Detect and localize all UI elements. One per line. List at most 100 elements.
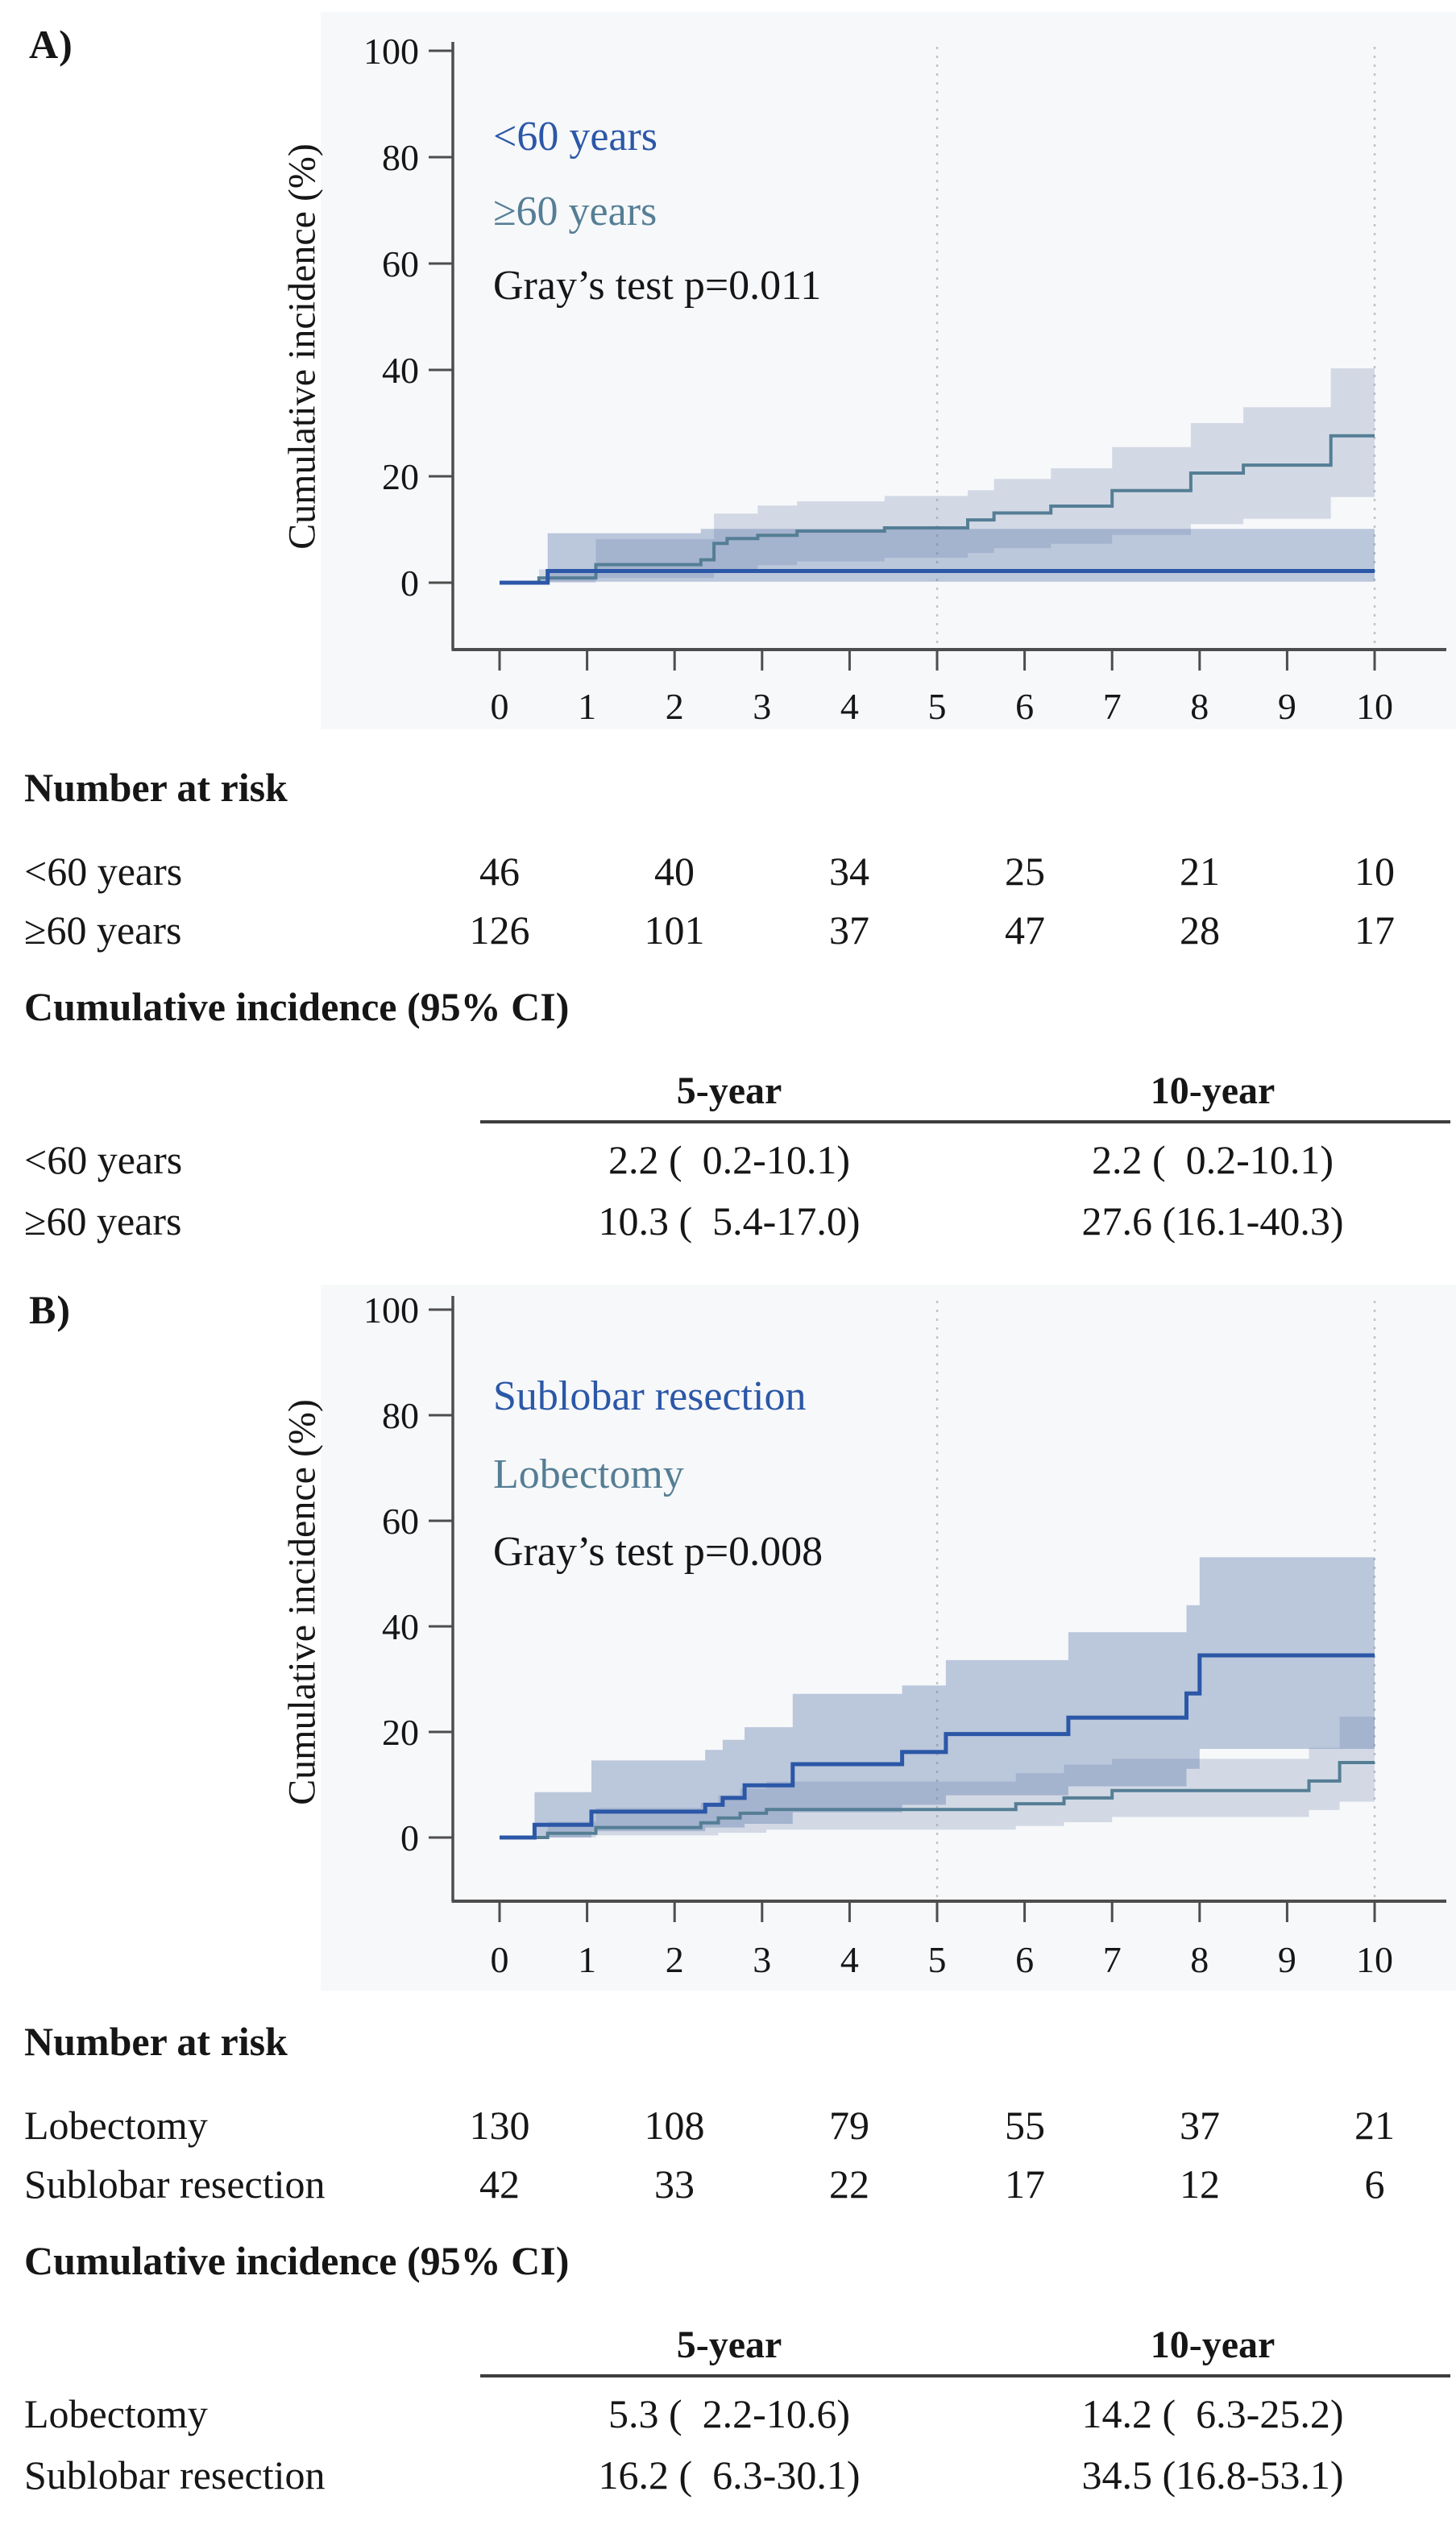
x-tick-label: 2 xyxy=(666,1939,684,1980)
x-tick-label: 3 xyxy=(753,1939,771,1980)
panel-a-ci-table-title: Cumulative incidence (95% CI) xyxy=(24,984,570,1029)
panel-b-ci-row-2: Sublobar resection 16.2 ( 6.3-30.1) 34.5… xyxy=(0,2452,1456,2502)
at-risk-row-label: Sublobar resection xyxy=(24,2161,326,2207)
x-tick-label: 10 xyxy=(1356,686,1393,727)
panel-a-ci-row-2: ≥60 years 10.3 ( 5.4-17.0) 27.6 (16.1-40… xyxy=(0,1198,1456,1248)
at-risk-value: 34 xyxy=(829,849,869,894)
panel-b-at-risk-row-1: Lobectomy 130 108 79 55 37 21 xyxy=(0,2102,1456,2152)
x-tick-label: 4 xyxy=(840,686,859,727)
at-risk-value: 12 xyxy=(1180,2161,1220,2207)
table-rule xyxy=(480,1120,1450,1123)
x-tick-label: 9 xyxy=(1278,686,1296,727)
ci-value: 10.3 ( 5.4-17.0) xyxy=(598,1198,861,1244)
x-tick-label: 8 xyxy=(1190,1939,1209,1980)
x-tick-label: 7 xyxy=(1103,1939,1122,1980)
y-tick-label: 20 xyxy=(382,456,419,497)
y-tick-label: 40 xyxy=(382,1606,419,1647)
panel-b-y-axis-title: Cumulative incidence (%) xyxy=(280,1399,324,1805)
at-risk-row-label: ≥60 years xyxy=(24,907,182,953)
at-risk-value: 17 xyxy=(1354,907,1395,953)
panel-a-at-risk-row-1: <60 years 46 40 34 25 21 10 xyxy=(0,848,1456,898)
panel-a-letter: A) xyxy=(29,22,73,67)
panel-b-number-at-risk-title: Number at risk xyxy=(24,2019,288,2064)
at-risk-value: 17 xyxy=(1005,2161,1045,2207)
at-risk-value: 130 xyxy=(469,2103,530,2148)
x-tick-label: 6 xyxy=(1015,686,1034,727)
chart-panel-a: 0 20 40 60 80 100 0 1 2 3 4 5 6 7 8 9 10 xyxy=(321,12,1456,729)
at-risk-value: 25 xyxy=(1005,849,1045,894)
ci-value: 2.2 ( 0.2-10.1) xyxy=(608,1137,850,1182)
series-line-≥60 years xyxy=(500,434,1375,584)
x-tick-label: 6 xyxy=(1015,1939,1034,1980)
x-tick-label: 2 xyxy=(666,686,684,727)
y-tick-label: 20 xyxy=(382,1712,419,1753)
ci-band-Sublobar resection xyxy=(534,1557,1375,1838)
ci-row-label: Sublobar resection xyxy=(24,2452,326,2498)
y-tick-label: 80 xyxy=(382,137,419,178)
x-tick-label: 5 xyxy=(928,1939,947,1980)
x-tick-label: 9 xyxy=(1278,1939,1296,1980)
ci-value: 27.6 (16.1-40.3) xyxy=(1081,1198,1344,1244)
at-risk-value: 22 xyxy=(829,2161,869,2207)
ci-value: 16.2 ( 6.3-30.1) xyxy=(598,2452,861,2498)
at-risk-value: 37 xyxy=(1180,2103,1220,2148)
panel-b-grays-test-annotation: Gray’s test p=0.008 xyxy=(493,1529,823,1575)
series-line-Lobectomy xyxy=(500,1761,1375,1839)
at-risk-value: 126 xyxy=(469,907,530,953)
x-tick-label: 0 xyxy=(491,1939,509,1980)
ci-band-Lobectomy xyxy=(547,1717,1375,1838)
at-risk-value: 37 xyxy=(829,907,869,953)
panel-a-legend-series2: ≥60 years xyxy=(493,189,657,235)
panel-b-ci-row-1: Lobectomy 5.3 ( 2.2-10.6) 14.2 ( 6.3-25.… xyxy=(0,2390,1456,2440)
panel-a-legend-series1: <60 years xyxy=(493,114,658,160)
ci-value: 2.2 ( 0.2-10.1) xyxy=(1092,1137,1334,1182)
ci-column-header-10-year: 10-year xyxy=(1150,2323,1276,2366)
panel-a-number-at-risk-title: Number at risk xyxy=(24,765,288,810)
panel-a-ci-row-1: <60 years 2.2 ( 0.2-10.1) 2.2 ( 0.2-10.1… xyxy=(0,1136,1456,1186)
x-tick-label: 5 xyxy=(928,686,947,727)
series-line-<60 years xyxy=(500,569,1375,585)
at-risk-value: 47 xyxy=(1005,907,1045,953)
series-line-Sublobar resection xyxy=(500,1653,1375,1840)
panel-b-legend-series1: Sublobar resection xyxy=(493,1373,807,1419)
panel-b-ci-table-title: Cumulative incidence (95% CI) xyxy=(24,2238,570,2283)
panel-a-grays-test-annotation: Gray’s test p=0.011 xyxy=(493,263,822,309)
at-risk-value: 6 xyxy=(1364,2161,1385,2207)
plot-background xyxy=(321,12,1456,729)
ci-band-<60 years xyxy=(547,529,1375,582)
ci-column-header-10-year: 10-year xyxy=(1150,1069,1276,1112)
at-risk-value: 101 xyxy=(644,907,705,953)
y-tick-label: 100 xyxy=(363,31,419,72)
x-tick-label: 10 xyxy=(1356,1939,1393,1980)
y-tick-label: 60 xyxy=(382,1501,419,1542)
at-risk-value: 33 xyxy=(654,2161,695,2207)
at-risk-value: 79 xyxy=(829,2103,869,2148)
x-tick-label: 3 xyxy=(753,686,771,727)
at-risk-value: 10 xyxy=(1354,849,1395,894)
x-tick-label: 8 xyxy=(1190,686,1209,727)
at-risk-value: 42 xyxy=(479,2161,520,2207)
at-risk-value: 28 xyxy=(1180,907,1220,953)
panel-b-at-risk-row-2: Sublobar resection 42 33 22 17 12 6 xyxy=(0,2161,1456,2211)
at-risk-value: 40 xyxy=(654,849,695,894)
y-tick-label: 40 xyxy=(382,350,419,391)
panel-a-y-axis-title: Cumulative incidence (%) xyxy=(280,143,324,550)
ci-value: 5.3 ( 2.2-10.6) xyxy=(608,2391,850,2436)
panel-b-ci-table-header: 5-year 10-year xyxy=(0,2323,1456,2373)
at-risk-value: 21 xyxy=(1180,849,1220,894)
x-tick-label: 1 xyxy=(578,686,596,727)
y-tick-label: 60 xyxy=(382,243,419,284)
ci-row-label: ≥60 years xyxy=(24,1198,182,1244)
at-risk-value: 21 xyxy=(1354,2103,1395,2148)
at-risk-value: 55 xyxy=(1005,2103,1045,2148)
panel-b-legend-series2: Lobectomy xyxy=(493,1451,684,1497)
ci-row-label: <60 years xyxy=(24,1137,183,1182)
y-tick-label: 80 xyxy=(382,1395,419,1436)
ci-band-≥60 years xyxy=(538,368,1375,583)
at-risk-row-label: <60 years xyxy=(24,849,183,894)
x-tick-label: 7 xyxy=(1103,686,1122,727)
at-risk-value: 108 xyxy=(644,2103,705,2148)
x-tick-label: 0 xyxy=(491,686,509,727)
panel-a-ci-table-header: 5-year 10-year xyxy=(0,1069,1456,1119)
